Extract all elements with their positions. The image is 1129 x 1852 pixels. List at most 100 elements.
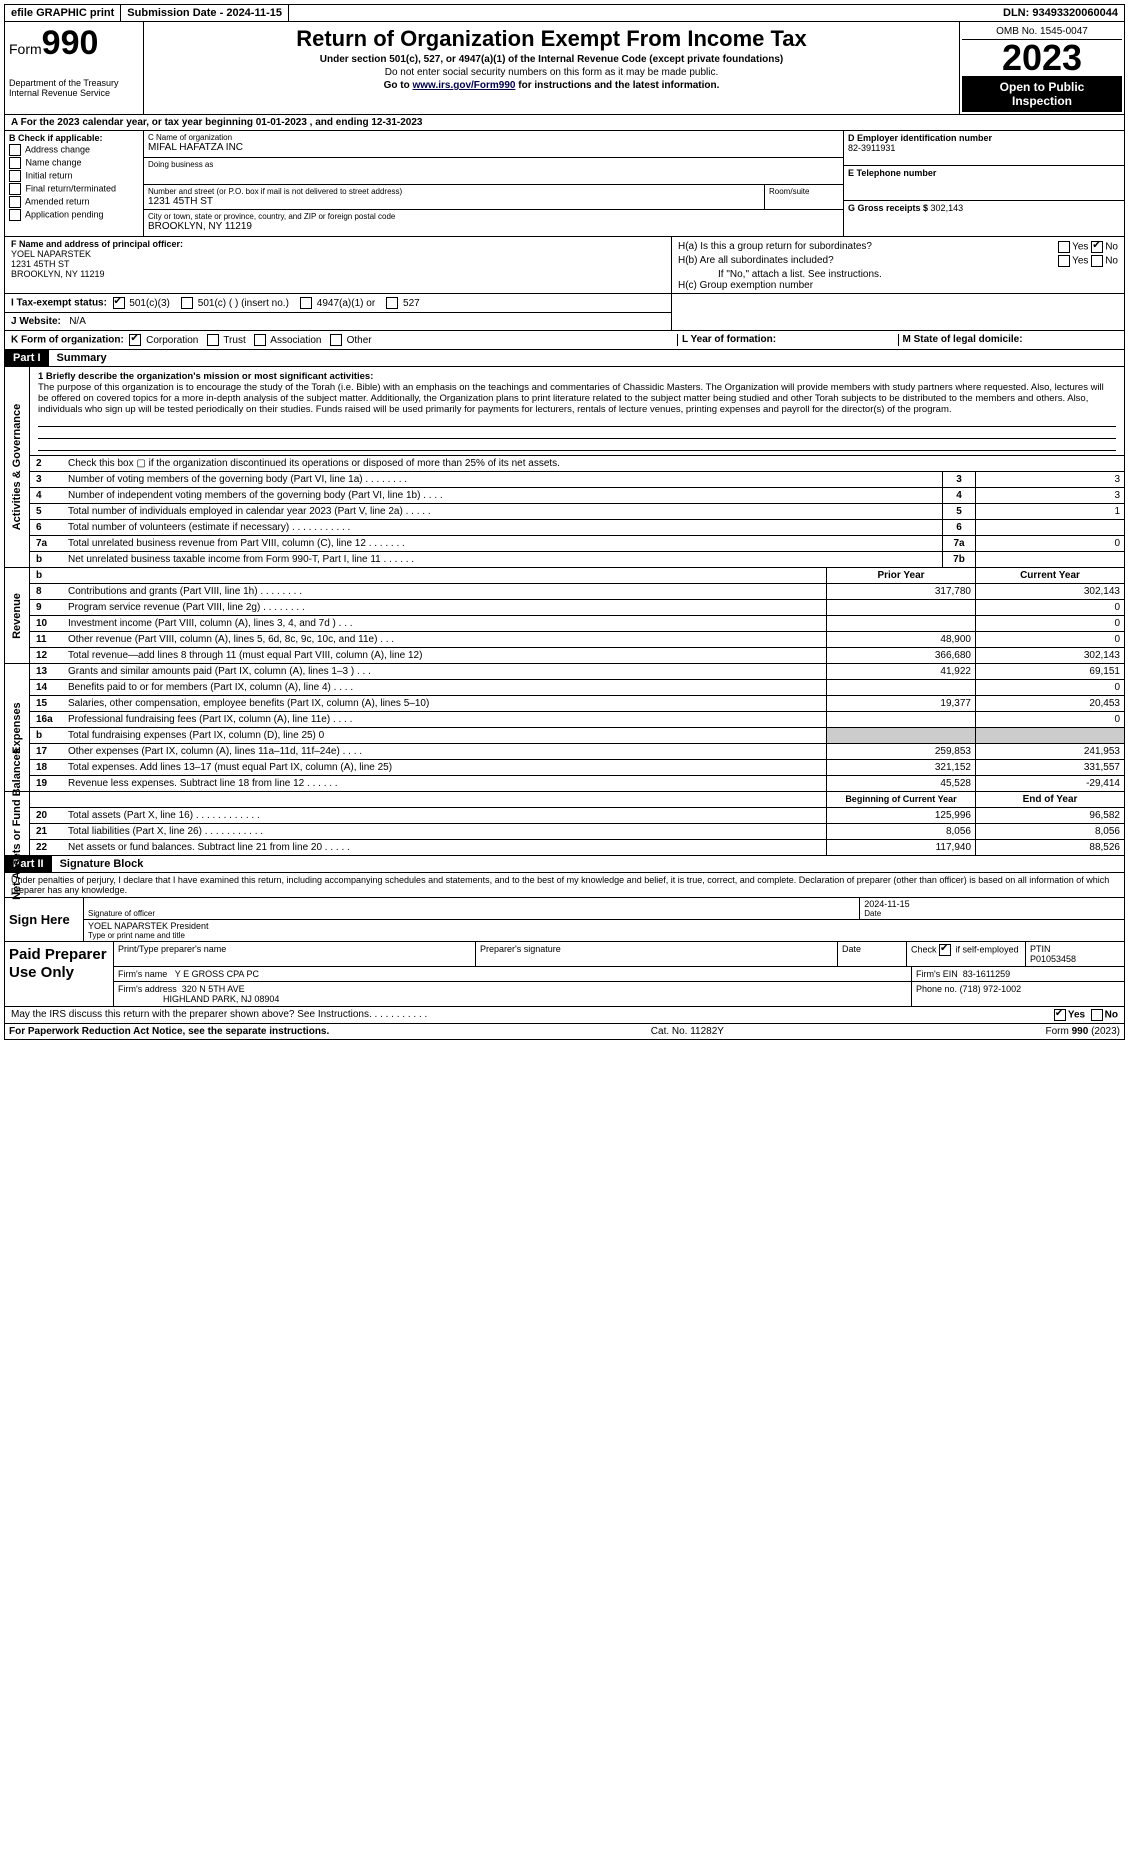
paid-preparer-label: Paid Preparer Use Only xyxy=(5,942,114,1006)
tax-status-option[interactable]: 501(c) ( ) (insert no.) xyxy=(175,298,294,309)
hb-note: If "No," attach a list. See instructions… xyxy=(678,269,1118,280)
ein-value: 82-3911931 xyxy=(848,143,1120,153)
begin-year-header: Beginning of Current Year xyxy=(826,792,975,807)
ha-no-checkbox[interactable] xyxy=(1091,241,1103,253)
applicable-option[interactable]: Name change xyxy=(9,157,139,169)
irs-discuss-row: May the IRS discuss this return with the… xyxy=(4,1007,1125,1024)
form-left: Form990 Department of the Treasury Inter… xyxy=(5,22,144,114)
financial-line: 18Total expenses. Add lines 13–17 (must … xyxy=(30,760,1124,776)
footer-catalog: Cat. No. 11282Y xyxy=(651,1026,724,1037)
tax-year-range: A For the 2023 calendar year, or tax yea… xyxy=(4,115,1125,131)
financial-line: 11Other revenue (Part VIII, column (A), … xyxy=(30,632,1124,648)
street-label: Number and street (or P.O. box if mail i… xyxy=(148,187,760,196)
officer-name-title: YOEL NAPARSTEK President xyxy=(88,921,1120,931)
applicable-option[interactable]: Amended return xyxy=(9,196,139,208)
form-subtitle-2: Do not enter social security numbers on … xyxy=(150,67,953,78)
self-employed-checkbox[interactable] xyxy=(939,944,951,956)
signature-block: Under penalties of perjury, I declare th… xyxy=(4,873,1125,1007)
form-subtitle-3: Go to www.irs.gov/Form990 for instructio… xyxy=(150,80,953,91)
officer-city: BROOKLYN, NY 11219 xyxy=(11,269,105,279)
summary-line: 3Number of voting members of the governi… xyxy=(30,472,1124,488)
footer-paperwork: For Paperwork Reduction Act Notice, see … xyxy=(9,1026,329,1037)
activities-governance-section: Activities & Governance 1 Briefly descri… xyxy=(4,367,1125,568)
ha-yes-checkbox[interactable] xyxy=(1058,241,1070,253)
dln: DLN: 93493320060044 xyxy=(289,5,1124,21)
ha-label: H(a) Is this a group return for subordin… xyxy=(678,241,872,253)
expenses-section: Expenses 13Grants and similar amounts pa… xyxy=(4,664,1125,792)
firm-name: Y E GROSS CPA PC xyxy=(175,969,259,979)
revenue-section: Revenue b Prior Year Current Year 8Contr… xyxy=(4,568,1125,664)
applicable-option[interactable]: Application pending xyxy=(9,209,139,221)
tax-status-label: I Tax-exempt status: xyxy=(11,298,107,309)
side-na: Net Assets or Fund Balances xyxy=(11,748,23,900)
irs-link[interactable]: www.irs.gov/Form990 xyxy=(412,80,515,91)
year-formation-label: L Year of formation: xyxy=(682,334,776,345)
financial-line: 16aProfessional fundraising fees (Part I… xyxy=(30,712,1124,728)
firm-ein: 83-1611259 xyxy=(963,969,1010,979)
financial-line: 22Net assets or fund balances. Subtract … xyxy=(30,840,1124,855)
ptin-value: P01053458 xyxy=(1030,954,1076,964)
financial-line: 14Benefits paid to or for members (Part … xyxy=(30,680,1124,696)
efile-label: efile GRAPHIC print xyxy=(5,5,121,21)
website-label: J Website: xyxy=(11,316,61,327)
form-org-option[interactable]: Association xyxy=(249,335,325,346)
form-number: 990 xyxy=(42,24,99,62)
form-header: Form990 Department of the Treasury Inter… xyxy=(4,22,1125,115)
ein-phone-receipts: D Employer identification number 82-3911… xyxy=(844,131,1124,236)
tax-year: 2023 xyxy=(962,40,1122,76)
sig-date: 2024-11-15 xyxy=(864,899,1120,909)
applicable-option[interactable]: Initial return xyxy=(9,170,139,182)
summary-line: bNet unrelated business taxable income f… xyxy=(30,552,1124,567)
city-label: City or town, state or province, country… xyxy=(148,212,839,221)
form-org-option[interactable]: Other xyxy=(324,335,374,346)
financial-line: 19Revenue less expenses. Subtract line 1… xyxy=(30,776,1124,791)
form-org-option[interactable]: Trust xyxy=(201,335,248,346)
tax-status-option[interactable]: 501(c)(3) xyxy=(110,298,176,309)
form-org-label: K Form of organization: xyxy=(11,335,124,346)
org-info-grid: B Check if applicable: Address change Na… xyxy=(4,131,1125,237)
group-return: H(a) Is this a group return for subordin… xyxy=(672,237,1124,293)
discuss-yes-checkbox[interactable] xyxy=(1054,1009,1066,1021)
self-employed-check: Check if self-employed xyxy=(907,942,1026,966)
page-footer: For Paperwork Reduction Act Notice, see … xyxy=(4,1024,1125,1040)
hb-yes-checkbox[interactable] xyxy=(1058,255,1070,267)
applicable-option[interactable]: Address change xyxy=(9,144,139,156)
form-right: OMB No. 1545-0047 2023 Open to PublicIns… xyxy=(960,22,1124,114)
ein-label: D Employer identification number xyxy=(848,133,1120,143)
form-subtitle-1: Under section 501(c), 527, or 4947(a)(1)… xyxy=(150,54,953,65)
prior-year-header: Prior Year xyxy=(826,568,975,583)
tax-status-option[interactable]: 527 xyxy=(381,298,426,309)
org-name: MIFAL HAFATZA INC xyxy=(148,142,839,153)
hb-no-checkbox[interactable] xyxy=(1091,255,1103,267)
part1-header: Part I Summary xyxy=(4,350,1125,367)
financial-line: 15Salaries, other compensation, employee… xyxy=(30,696,1124,712)
financial-line: 9Program service revenue (Part VIII, lin… xyxy=(30,600,1124,616)
side-exp: Expenses xyxy=(11,702,23,753)
hc-label: H(c) Group exemption number xyxy=(678,280,1118,291)
preparer-sig-label: Preparer's signature xyxy=(476,942,838,966)
form-of-org-row: K Form of organization: Corporation Trus… xyxy=(4,331,1125,350)
principal-officer: F Name and address of principal officer:… xyxy=(5,237,672,293)
discuss-no-checkbox[interactable] xyxy=(1091,1009,1103,1021)
financial-line: 8Contributions and grants (Part VIII, li… xyxy=(30,584,1124,600)
applicable-option[interactable]: Final return/terminated xyxy=(9,183,139,195)
tax-status-option[interactable]: 4947(a)(1) or xyxy=(294,298,380,309)
gross-receipts-label: G Gross receipts $ xyxy=(848,203,931,213)
submission-date: Submission Date - 2024-11-15 xyxy=(121,5,289,21)
org-name-label: C Name of organization xyxy=(148,133,839,142)
website-value: N/A xyxy=(69,316,86,327)
tax-status-website-row: I Tax-exempt status: 501(c)(3) 501(c) ( … xyxy=(4,294,1125,331)
room-label: Room/suite xyxy=(769,187,839,196)
financial-line: 13Grants and similar amounts paid (Part … xyxy=(30,664,1124,680)
city-value: BROOKLYN, NY 11219 xyxy=(148,221,839,232)
form-org-option[interactable]: Corporation xyxy=(127,335,202,346)
open-to-public: Open to PublicInspection xyxy=(962,76,1122,112)
financial-line: bTotal fundraising expenses (Part IX, co… xyxy=(30,728,1124,744)
summary-line: 7aTotal unrelated business revenue from … xyxy=(30,536,1124,552)
financial-line: 12Total revenue—add lines 8 through 11 (… xyxy=(30,648,1124,663)
dept-label: Department of the Treasury Internal Reve… xyxy=(9,78,139,98)
part2-header: Part II Signature Block xyxy=(4,856,1125,873)
preparer-date-label: Date xyxy=(838,942,907,966)
summary-line: 4Number of independent voting members of… xyxy=(30,488,1124,504)
firm-addr1: 320 N 5TH AVE xyxy=(182,984,245,994)
